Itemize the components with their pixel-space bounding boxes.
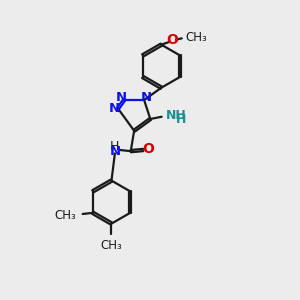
Text: CH₃: CH₃ <box>185 32 207 44</box>
Text: N: N <box>140 91 152 104</box>
Text: NH: NH <box>166 109 187 122</box>
Text: O: O <box>167 33 178 47</box>
Text: CH₃: CH₃ <box>54 208 76 222</box>
Text: N: N <box>109 145 121 158</box>
Text: O: O <box>142 142 154 156</box>
Text: CH₃: CH₃ <box>100 239 122 253</box>
Text: H: H <box>110 140 120 153</box>
Text: H: H <box>176 112 187 125</box>
Text: N: N <box>116 91 127 104</box>
Text: N: N <box>108 102 119 115</box>
